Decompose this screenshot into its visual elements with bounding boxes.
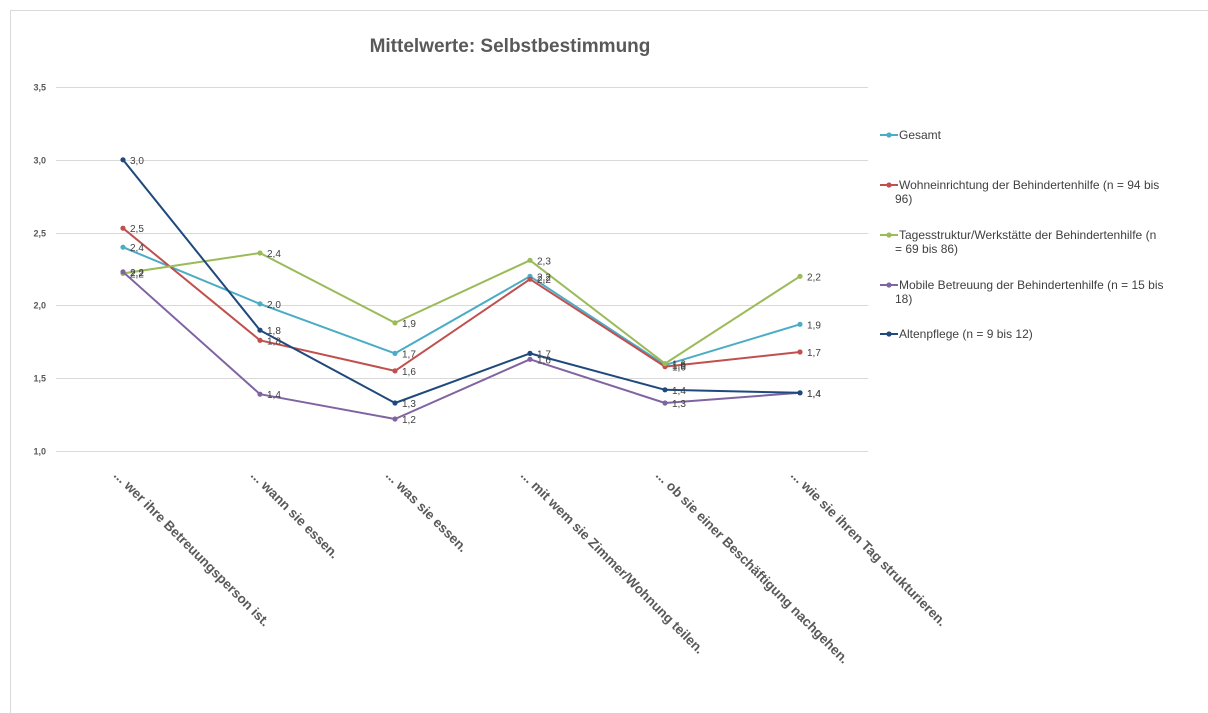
data-point	[120, 269, 126, 275]
data-label: 2,4	[267, 249, 281, 260]
x-tick-label: ... wer ihre Betreuungsperson ist.	[111, 468, 273, 630]
data-point	[392, 320, 398, 326]
data-label: 2,2	[537, 275, 551, 286]
data-label: 1,7	[537, 349, 551, 360]
series-lines	[120, 157, 803, 422]
data-point	[257, 337, 263, 343]
legend-swatch-marker	[886, 132, 892, 138]
data-point	[392, 368, 398, 374]
series-line	[122, 159, 801, 404]
data-label: 1,3	[402, 399, 416, 410]
legend-label: 96)	[895, 192, 912, 206]
data-point	[120, 244, 126, 250]
data-point	[527, 350, 533, 356]
legend-label: Mobile Betreuung der Behindertenhilfe (n…	[899, 278, 1164, 292]
data-label: 2,2	[537, 272, 551, 283]
y-tick-label: 3,5	[33, 83, 46, 93]
legend-label: Wohneinrichtung der Behindertenhilfe (n …	[899, 178, 1159, 192]
series-line	[122, 271, 801, 420]
data-label: 1,9	[402, 319, 416, 330]
data-point	[257, 327, 263, 333]
data-label: 1,9	[807, 320, 821, 331]
data-label: 1,6	[402, 367, 416, 378]
data-point	[257, 391, 263, 397]
y-axis-tick-labels: 1,0 1,5 2,0 2,5 3,0 3,5	[33, 83, 46, 457]
data-label: 1,3	[672, 399, 686, 410]
data-label: 1,8	[267, 336, 281, 347]
data-label: 1,4	[267, 390, 281, 401]
data-label: 2,5	[130, 224, 144, 235]
y-tick-label: 1,5	[33, 374, 46, 384]
y-tick-label: 2,0	[33, 301, 46, 311]
legend-label: = 69 bis 86)	[895, 242, 958, 256]
data-point	[527, 356, 533, 362]
data-point	[527, 276, 533, 282]
data-point	[392, 416, 398, 422]
data-label: 1,6	[672, 360, 686, 371]
x-tick-label: ... wie sie ihren Tag strukturieren.	[788, 468, 950, 630]
data-point	[662, 361, 668, 367]
legend-label: Altenpflege (n = 9 bis 12)	[899, 327, 1033, 341]
data-point	[257, 250, 263, 256]
data-labels: 2,42,01,72,21,61,92,51,81,62,21,61,72,22…	[130, 156, 821, 426]
legend-item: Altenpflege (n = 9 bis 12)	[880, 327, 1033, 341]
x-tick-label: ... was sie essen.	[383, 468, 471, 556]
legend-swatch-marker	[886, 282, 892, 288]
legend-item: Tagesstruktur/Werkstätte der Behinderten…	[880, 228, 1156, 256]
data-point	[662, 400, 668, 406]
data-label: 2,2	[130, 268, 144, 279]
chart-title: Mittelwerte: Selbstbestimmung	[370, 36, 651, 57]
legend-item: Wohneinrichtung der Behindertenhilfe (n …	[880, 178, 1159, 206]
data-point	[392, 350, 398, 356]
data-point	[527, 257, 533, 263]
data-label: 2,2	[807, 272, 821, 283]
data-point	[797, 390, 803, 396]
data-label: 2,0	[267, 300, 281, 311]
legend-swatch-marker	[886, 232, 892, 238]
y-tick-label: 1,0	[33, 447, 46, 457]
data-label: 1,7	[402, 349, 416, 360]
data-label: 1,6	[672, 361, 686, 372]
data-label: 3,0	[130, 156, 144, 167]
data-point	[662, 387, 668, 393]
data-point	[392, 400, 398, 406]
y-tick-label: 3,0	[33, 156, 46, 166]
legend: Gesamt Wohneinrichtung der Behindertenhil…	[880, 128, 1164, 341]
series-line	[122, 252, 801, 365]
gridlines	[56, 87, 868, 452]
x-tick-label: ... wann sie essen.	[248, 468, 342, 562]
data-point	[120, 225, 126, 231]
y-tick-label: 2,5	[33, 229, 46, 239]
series-line	[122, 227, 801, 372]
legend-label: Tagesstruktur/Werkstätte der Behinderten…	[899, 228, 1156, 242]
data-label: 1,6	[672, 363, 686, 374]
data-label: 2,2	[130, 269, 144, 280]
data-label: 1,4	[807, 389, 821, 400]
legend-label: 18)	[895, 292, 912, 306]
data-label: 2,3	[537, 256, 551, 267]
data-point	[797, 349, 803, 355]
data-label: 1,6	[537, 355, 551, 366]
chart-border	[10, 10, 1208, 713]
data-label: 1,4	[807, 389, 821, 400]
legend-label: Gesamt	[899, 128, 942, 142]
legend-swatch-marker	[886, 182, 892, 188]
x-axis-tick-labels: ... wer ihre Betreuungsperson ist.... wa…	[111, 468, 950, 667]
data-label: 1,8	[267, 326, 281, 337]
legend-swatch-marker	[886, 331, 892, 337]
data-label: 1,7	[807, 348, 821, 359]
data-point	[257, 301, 263, 307]
legend-item: Gesamt	[880, 128, 942, 142]
legend-item: Mobile Betreuung der Behindertenhilfe (n…	[880, 278, 1164, 306]
data-label: 1,2	[402, 415, 416, 426]
data-point	[797, 321, 803, 327]
data-label: 1,4	[672, 386, 686, 397]
data-label: 2,4	[130, 243, 144, 254]
data-point	[797, 273, 803, 279]
series-line	[122, 246, 801, 367]
data-point	[120, 157, 126, 163]
